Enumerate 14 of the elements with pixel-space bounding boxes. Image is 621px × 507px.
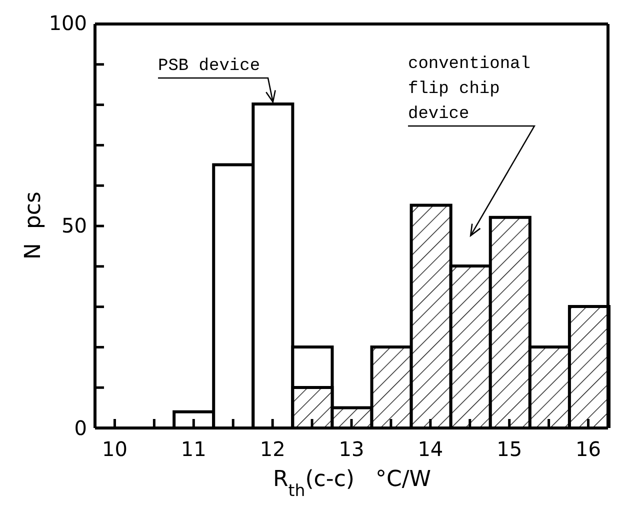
annotation: PSB device bbox=[158, 57, 260, 76]
y-tick-label: 0 bbox=[74, 416, 87, 440]
x-axis-title: R$_{th}$(c-c) °C/W bbox=[272, 467, 432, 500]
x-tick-label: 15 bbox=[496, 437, 522, 461]
x-tick-label: 11 bbox=[180, 437, 206, 461]
x-tick-label: 10 bbox=[102, 437, 128, 461]
y-tick-label: 100 bbox=[48, 11, 87, 35]
x-tick-label: 13 bbox=[338, 437, 364, 461]
x-tick-label: 16 bbox=[576, 437, 601, 461]
annotation: conventional flip chip device bbox=[408, 55, 530, 124]
y-tick-label: 50 bbox=[62, 214, 87, 238]
y-axis-title: N pcs bbox=[21, 192, 46, 260]
x-tick-label: 12 bbox=[260, 437, 286, 461]
x-tick-label: 14 bbox=[418, 437, 444, 461]
